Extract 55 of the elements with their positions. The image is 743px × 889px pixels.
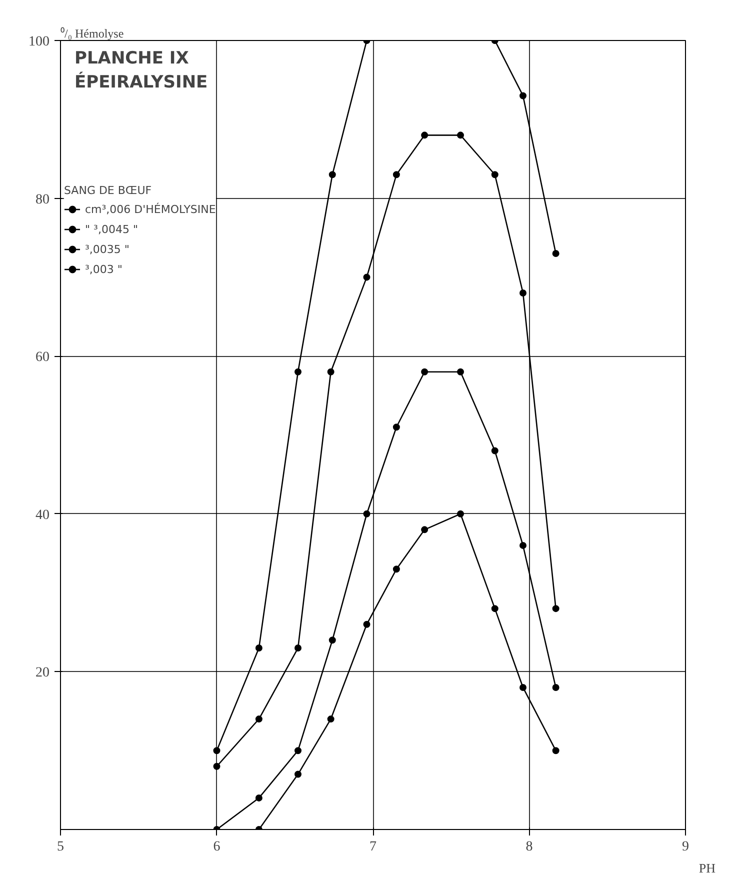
point — [294, 747, 302, 754]
point — [552, 605, 560, 612]
point — [327, 368, 334, 376]
legend-label: " ³,0045 " — [85, 222, 138, 238]
point — [255, 716, 262, 723]
point — [552, 684, 560, 691]
x-tick-label: 9 — [682, 840, 689, 854]
point — [255, 794, 262, 802]
point — [457, 368, 464, 376]
y-tick-label: 60 — [36, 350, 50, 366]
x-axis-title: PH — [698, 860, 716, 876]
point — [213, 762, 220, 770]
point — [327, 716, 334, 723]
point — [363, 620, 370, 628]
point — [520, 684, 526, 691]
y-tick-label: 40 — [36, 508, 50, 523]
point — [421, 526, 428, 534]
point — [491, 171, 498, 178]
point — [491, 447, 498, 454]
point — [457, 510, 464, 518]
y-axis-title: ⁰/₀ Hémolyse — [60, 26, 124, 40]
x-tick-label: 5 — [57, 840, 64, 854]
point — [552, 250, 560, 258]
text: PLANCHE IX — [74, 48, 189, 68]
point — [294, 644, 302, 652]
point — [421, 132, 428, 139]
legend-label: cm³,006 D'HÉMOLYSINE — [85, 202, 216, 218]
point — [520, 542, 526, 549]
x-tick-label: 7 — [370, 840, 376, 854]
legend-label: ³,0035 " — [85, 242, 130, 258]
point — [294, 770, 302, 778]
y-tick-label: 100 — [28, 34, 50, 50]
point — [552, 747, 560, 754]
point — [255, 644, 262, 652]
point — [520, 92, 526, 100]
text: ÉPEIRALYSINE — [74, 72, 208, 92]
point — [392, 424, 400, 431]
point — [392, 171, 400, 178]
legend-title: SANG DE BŒUF — [64, 184, 153, 197]
point — [294, 368, 302, 376]
point — [421, 368, 428, 376]
y-tick-label: 20 — [36, 666, 50, 681]
point — [392, 566, 400, 573]
point — [213, 747, 220, 754]
point — [328, 171, 336, 178]
legend-label: ³,003 " — [85, 262, 122, 278]
point — [328, 636, 336, 644]
x-tick-label: 8 — [526, 840, 533, 854]
x-tick-label: 6 — [213, 840, 220, 854]
point — [457, 132, 464, 139]
point — [363, 510, 370, 518]
point — [520, 289, 526, 296]
point — [491, 605, 498, 612]
y-tick-label: 80 — [36, 192, 50, 208]
point — [363, 274, 370, 281]
